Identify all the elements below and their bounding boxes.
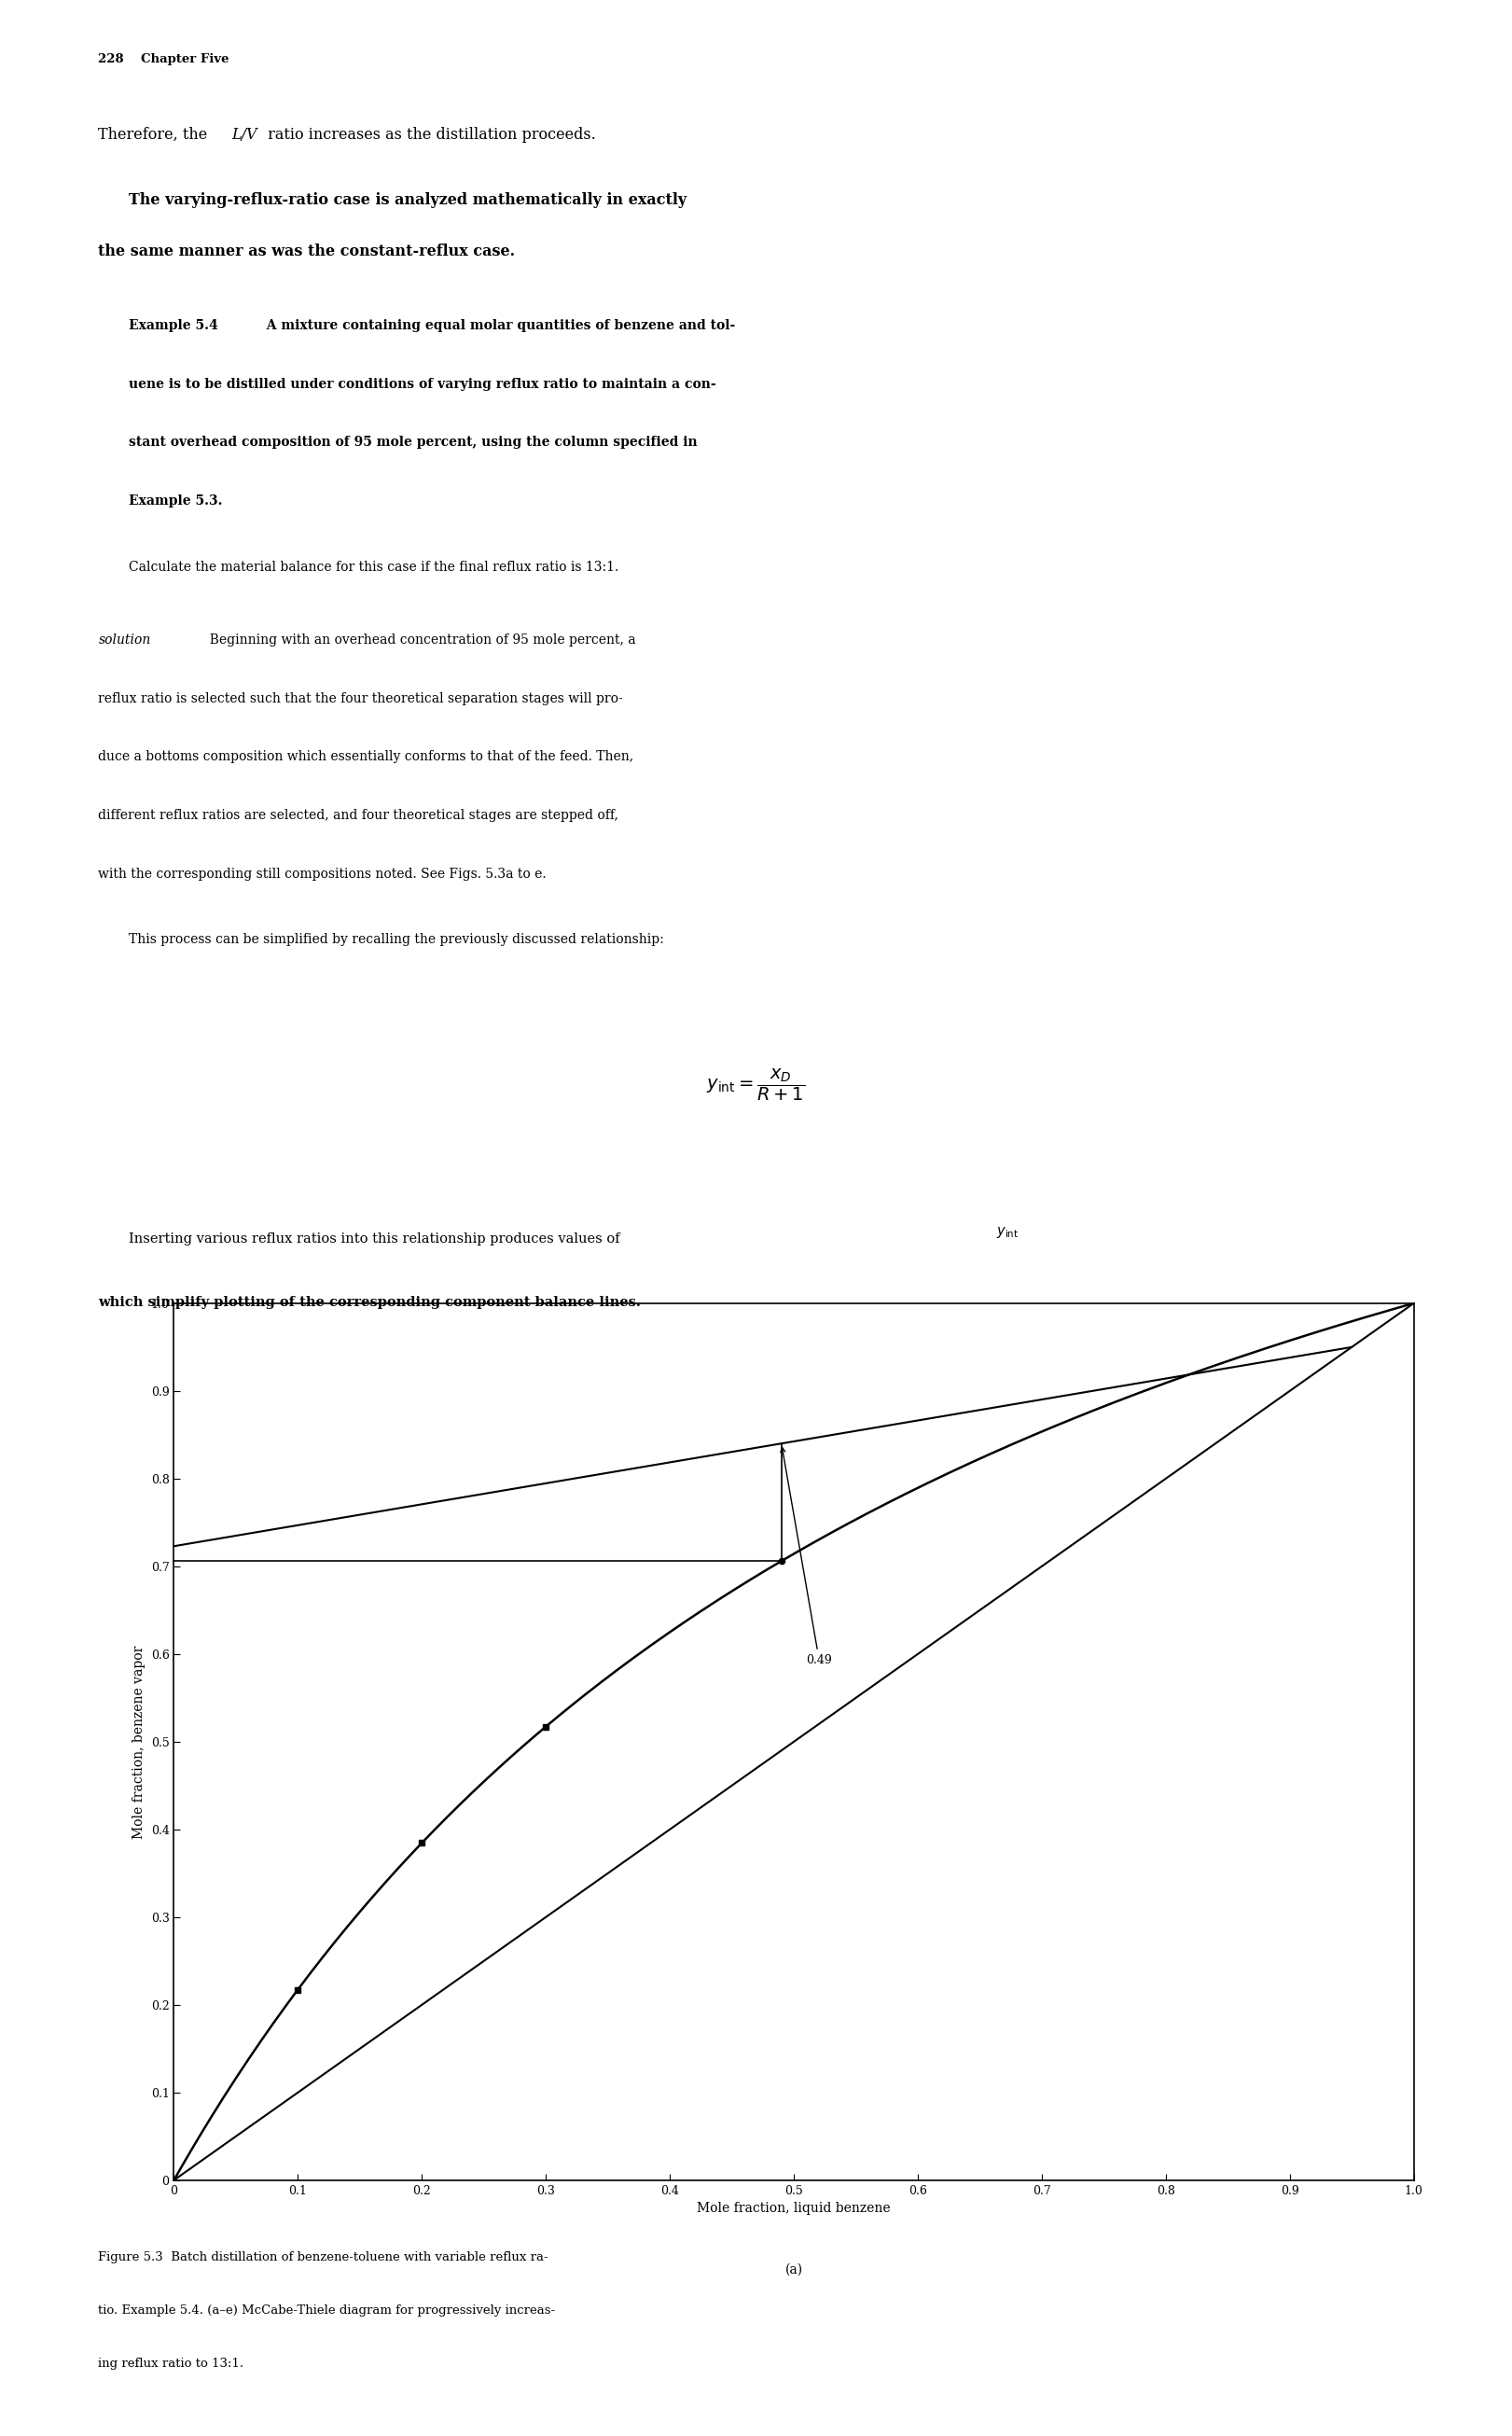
Text: the same manner as was the constant-reflux case.: the same manner as was the constant-refl… — [98, 244, 516, 261]
Text: with the corresponding still compositions noted. See Figs. 5.3a to e.: with the corresponding still composition… — [98, 867, 546, 879]
Text: Calculate the material balance for this case if the final reflux ratio is 13:1.: Calculate the material balance for this … — [129, 560, 618, 572]
Text: different reflux ratios are selected, and four theoretical stages are stepped of: different reflux ratios are selected, an… — [98, 809, 618, 821]
Text: This process can be simplified by recalling the previously discussed relationshi: This process can be simplified by recall… — [129, 933, 664, 945]
Text: Example 5.3.: Example 5.3. — [129, 495, 222, 507]
Text: Inserting various reflux ratios into this relationship produces values of: Inserting various reflux ratios into thi… — [129, 1233, 624, 1245]
Text: 228    Chapter Five: 228 Chapter Five — [98, 54, 230, 66]
Text: duce a bottoms composition which essentially conforms to that of the feed. Then,: duce a bottoms composition which essenti… — [98, 750, 634, 762]
Text: solution: solution — [98, 633, 151, 646]
Text: Beginning with an overhead concentration of 95 mole percent, a: Beginning with an overhead concentration… — [201, 633, 635, 646]
Y-axis label: Mole fraction, benzene vapor: Mole fraction, benzene vapor — [133, 1644, 145, 1839]
Text: tio. Example 5.4. (a–e) McCabe-Thiele diagram for progressively increas-: tio. Example 5.4. (a–e) McCabe-Thiele di… — [98, 2304, 555, 2317]
Text: 0.49: 0.49 — [780, 1447, 832, 1666]
Text: (a): (a) — [785, 2263, 803, 2278]
Text: ratio increases as the distillation proceeds.: ratio increases as the distillation proc… — [263, 127, 596, 144]
Text: reflux ratio is selected such that the four theoretical separation stages will p: reflux ratio is selected such that the f… — [98, 692, 623, 704]
Text: Example 5.4: Example 5.4 — [129, 319, 218, 331]
Text: Therefore, the: Therefore, the — [98, 127, 212, 144]
Text: The varying-reflux-ratio case is analyzed mathematically in exactly: The varying-reflux-ratio case is analyze… — [129, 192, 686, 209]
Text: A mixture containing equal molar quantities of benzene and tol-: A mixture containing equal molar quantit… — [257, 319, 735, 331]
Text: Figure 5.3  Batch distillation of benzene-toluene with variable reflux ra-: Figure 5.3 Batch distillation of benzene… — [98, 2251, 549, 2263]
X-axis label: Mole fraction, liquid benzene: Mole fraction, liquid benzene — [697, 2202, 891, 2214]
Text: ing reflux ratio to 13:1.: ing reflux ratio to 13:1. — [98, 2358, 243, 2370]
Text: $y_{\mathrm{int}} = \dfrac{x_D}{R + 1}$: $y_{\mathrm{int}} = \dfrac{x_D}{R + 1}$ — [706, 1067, 806, 1104]
Text: $y_{\mathrm{int}}$: $y_{\mathrm{int}}$ — [996, 1225, 1019, 1240]
Text: uene is to be distilled under conditions of varying reflux ratio to maintain a c: uene is to be distilled under conditions… — [129, 378, 715, 390]
Text: L/V: L/V — [231, 127, 257, 144]
Text: stant overhead composition of 95 mole percent, using the column specified in: stant overhead composition of 95 mole pe… — [129, 436, 697, 448]
Text: which simplify plotting of the corresponding component balance lines.: which simplify plotting of the correspon… — [98, 1296, 641, 1308]
